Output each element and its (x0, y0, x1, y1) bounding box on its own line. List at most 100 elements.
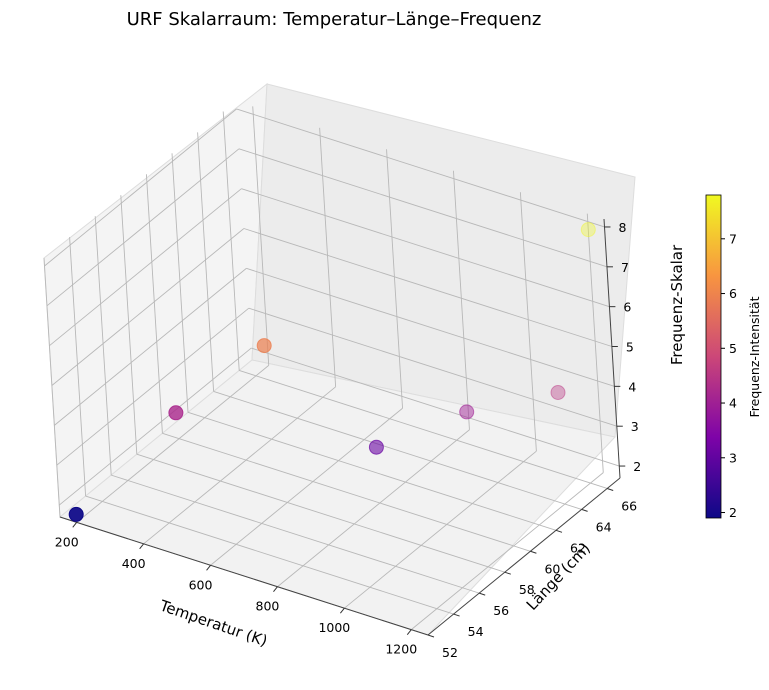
data-point (580, 222, 596, 238)
x-tick (139, 543, 145, 550)
x-axis-line (59, 516, 429, 636)
colorbar-tick-label: 2 (729, 505, 737, 520)
grid-line-x-back (519, 192, 537, 452)
grid-line-y-floor (162, 432, 531, 552)
y-tick-label: 66 (621, 498, 637, 513)
grid-line-y-left (43, 257, 61, 518)
grid-line-y-floor (136, 453, 505, 573)
grid-line-y-left (69, 237, 87, 497)
x-tick (406, 629, 412, 635)
x-tick-label: 600 (189, 577, 213, 592)
grid-lines (43, 106, 620, 636)
grid-line-z-back (236, 108, 605, 228)
grid-line-y-left (145, 174, 163, 434)
x-tick-label: 400 (122, 556, 146, 571)
grid-line-y-left (120, 195, 138, 455)
axes-panes (43, 82, 636, 636)
y-tick (555, 529, 563, 533)
grid-line-x-back (252, 106, 270, 366)
x-tick (339, 607, 345, 614)
y-tick-label: 64 (596, 519, 612, 534)
z-tick-label: 8 (618, 220, 626, 235)
colorbar-tick-label: 4 (729, 396, 737, 411)
grid-line-z-back (241, 188, 610, 308)
y-tick (607, 487, 614, 491)
y-axis-line (427, 477, 621, 636)
z-tick-label: 4 (628, 379, 636, 394)
x-tick (72, 522, 78, 528)
grid-line-y-floor (213, 390, 582, 510)
grid-line-z-left (49, 188, 242, 347)
colorbar-tick-label: 5 (729, 341, 737, 356)
colorbar-label: Frequenz-Intensität (747, 296, 762, 417)
y-tick-label: 52 (442, 645, 458, 660)
x-tick-label: 1200 (385, 642, 417, 657)
grid-line-y-floor (85, 495, 454, 615)
grid-line-y-floor (187, 411, 557, 531)
chart-title: URF Skalarraum: Temperatur–Länge–Frequen… (127, 9, 542, 30)
z-tick-label: 7 (621, 260, 629, 275)
grid-line-x-floor (210, 407, 403, 566)
grid-line-x-back (386, 149, 403, 409)
grid-line-y-left (222, 111, 240, 371)
axis-ticks (72, 226, 626, 638)
colorbar-tick-label: 3 (729, 450, 737, 465)
grid-line-y-floor (111, 474, 480, 594)
grid-line-y-left (171, 153, 189, 413)
y-tick (479, 592, 486, 596)
grid-line-y-floor (239, 370, 608, 489)
z-tick-label: 6 (623, 300, 631, 315)
z-axis-label: Frequenz-Skalar (668, 244, 686, 365)
z-tick-label: 5 (626, 340, 634, 355)
grid-line-y-left (197, 132, 215, 392)
grid-line-z-left (56, 307, 250, 466)
grid-line-z-back (251, 347, 620, 467)
colorbar: 2 3 4 5 6 7 Frequenz-Intensität (705, 194, 762, 520)
x-tick-label: 800 (256, 599, 280, 614)
y-tick-label: 54 (468, 624, 484, 639)
y-tick-label: 56 (493, 603, 509, 618)
axis-edges (59, 218, 621, 636)
grid-line-z-back (248, 307, 617, 427)
grid-line-x-floor (76, 365, 270, 523)
x-tick-label: 200 (55, 534, 79, 549)
grid-line-z-back (238, 148, 608, 268)
grid-line-x-back (586, 213, 604, 473)
grid-line-z-left (51, 228, 245, 386)
grid-line-z-back (246, 267, 615, 387)
z-axis-line (603, 218, 621, 479)
x-tick (206, 564, 211, 571)
y-tick (530, 550, 537, 554)
z-tick-label: 2 (633, 459, 641, 474)
x-tick-label: 1000 (318, 620, 350, 635)
data-point (550, 385, 566, 400)
y-tick (453, 613, 460, 617)
data-point (168, 405, 184, 421)
data-point (68, 506, 84, 522)
colorbar-tick-label: 7 (729, 231, 737, 246)
y-tick-label: 62 (570, 540, 586, 555)
colorbar-tick-label: 6 (729, 286, 737, 301)
grid-line-y-left (94, 216, 112, 476)
grid-line-z-left (46, 148, 240, 307)
grid-line-x-back (453, 170, 470, 430)
y-axis-label: Länge (cm) (523, 539, 594, 614)
grid-line-x-floor (344, 450, 537, 609)
grid-line-x-back (319, 127, 337, 387)
grid-line-x-floor (143, 386, 336, 545)
y-tick (581, 508, 588, 512)
data-point (459, 404, 475, 420)
data-points (68, 222, 596, 522)
data-point (256, 338, 272, 354)
grid-line-x-floor (277, 429, 470, 588)
y-tick-label: 58 (519, 582, 535, 597)
colorbar-gradient (705, 194, 722, 519)
y-tick (504, 571, 511, 575)
x-tick (273, 586, 278, 593)
data-point (368, 439, 384, 455)
y-tick (427, 634, 435, 638)
y-tick-label: 60 (544, 561, 560, 576)
grid-line-x-floor (410, 472, 604, 630)
